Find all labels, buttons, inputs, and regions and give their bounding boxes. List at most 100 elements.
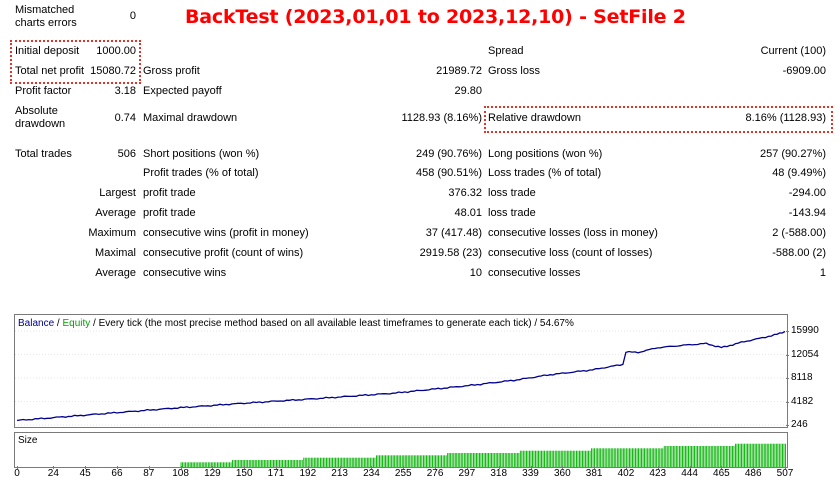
size-bar <box>230 462 232 467</box>
size-bar <box>223 462 224 467</box>
size-bar <box>368 457 370 467</box>
average-loss-value: -143.94 <box>788 207 826 219</box>
short-positions-value: 249 (90.76%) <box>415 148 482 160</box>
size-bar <box>188 462 190 467</box>
size-bar <box>718 446 720 467</box>
size-bar <box>576 450 577 467</box>
size-bar <box>580 450 582 467</box>
size-bar <box>430 455 432 467</box>
max-cons-wins-value: 37 (417.48) <box>425 227 482 239</box>
size-bar <box>721 446 723 467</box>
size-bar <box>709 446 711 467</box>
size-bar <box>220 462 221 467</box>
size-bar <box>569 450 571 467</box>
size-bar <box>300 460 302 467</box>
size-bar <box>313 457 315 467</box>
size-bar <box>624 448 626 467</box>
legend-equity: Equity <box>62 318 91 329</box>
max-cons-wins-label: consecutive wins (profit in money) <box>143 227 309 239</box>
size-bar <box>371 457 373 467</box>
x-tick-label: 402 <box>617 468 635 479</box>
total-net-profit-label: Total net profit <box>15 65 85 77</box>
expected-payoff-value: 29.80 <box>454 85 482 97</box>
size-bar <box>397 455 399 467</box>
size-bar <box>483 453 485 467</box>
size-bar <box>666 446 668 467</box>
balance-chart[interactable] <box>14 314 788 428</box>
average-profit-label: profit trade <box>143 207 196 219</box>
size-bar <box>274 460 276 467</box>
size-bar <box>351 457 353 467</box>
size-label: Size <box>18 435 38 446</box>
size-bar <box>263 460 265 467</box>
size-bar <box>476 453 477 467</box>
size-bar <box>556 450 558 467</box>
size-bar <box>638 448 639 467</box>
size-bar <box>613 448 615 467</box>
x-tick-label: 423 <box>649 468 667 479</box>
size-bar <box>306 457 308 467</box>
x-tick <box>148 466 150 469</box>
size-bar <box>423 455 424 467</box>
size-bar <box>541 450 542 467</box>
size-bar <box>350 457 352 467</box>
size-bar <box>597 448 599 467</box>
size-bar <box>482 453 483 467</box>
x-tick <box>85 466 87 469</box>
loss-trades-label: Loss trades (% of total) <box>488 167 602 179</box>
size-bar <box>369 457 371 467</box>
size-bar <box>694 446 695 467</box>
size-bar <box>403 455 405 467</box>
size-bar <box>285 460 286 467</box>
size-bar <box>280 460 282 467</box>
size-bar <box>733 446 735 467</box>
profit-trades-label: Profit trades (% of total) <box>143 167 259 179</box>
size-bar <box>544 450 545 467</box>
size-bar <box>436 455 438 467</box>
size-bar <box>760 443 762 467</box>
size-bar <box>530 450 532 467</box>
size-bar <box>212 462 214 467</box>
size-bar <box>268 460 270 467</box>
size-bar <box>404 455 406 467</box>
size-bar <box>557 450 559 467</box>
size-bar <box>385 455 386 467</box>
size-bar <box>227 462 229 467</box>
size-bar <box>438 455 439 467</box>
average-profit-value: 48.01 <box>454 207 482 219</box>
size-bar <box>498 453 500 467</box>
size-bar <box>559 450 561 467</box>
size-bar <box>338 457 339 467</box>
size-bar <box>710 446 712 467</box>
size-bar <box>500 453 502 467</box>
size-bar <box>215 462 217 467</box>
x-tick <box>689 466 691 469</box>
size-bar <box>469 453 471 467</box>
size-bar <box>654 448 656 467</box>
size-bar <box>653 448 655 467</box>
profit-factor-label: Profit factor <box>15 85 72 97</box>
size-bar <box>677 446 679 467</box>
size-bar <box>724 446 726 467</box>
size-bar <box>672 446 674 467</box>
size-bar <box>394 455 396 467</box>
y-tick-label: 15990 <box>791 325 819 336</box>
size-bar <box>200 462 202 467</box>
size-bar <box>360 457 362 467</box>
maximal-drawdown-label: Maximal drawdown <box>143 112 238 124</box>
size-bar <box>609 448 611 467</box>
size-chart[interactable]: Size <box>14 432 788 468</box>
size-bar <box>750 443 752 467</box>
size-bar <box>250 460 252 467</box>
x-tick-label: 150 <box>235 468 253 479</box>
size-bar <box>704 446 706 467</box>
size-bar <box>213 462 215 467</box>
size-bar <box>288 460 289 467</box>
size-bar <box>450 453 452 467</box>
x-tick <box>721 466 723 469</box>
highlight-deposit-profit <box>10 40 141 84</box>
size-bar <box>426 455 427 467</box>
x-tick-label: 465 <box>713 468 730 479</box>
size-bar <box>506 453 508 467</box>
size-bar <box>318 457 320 467</box>
